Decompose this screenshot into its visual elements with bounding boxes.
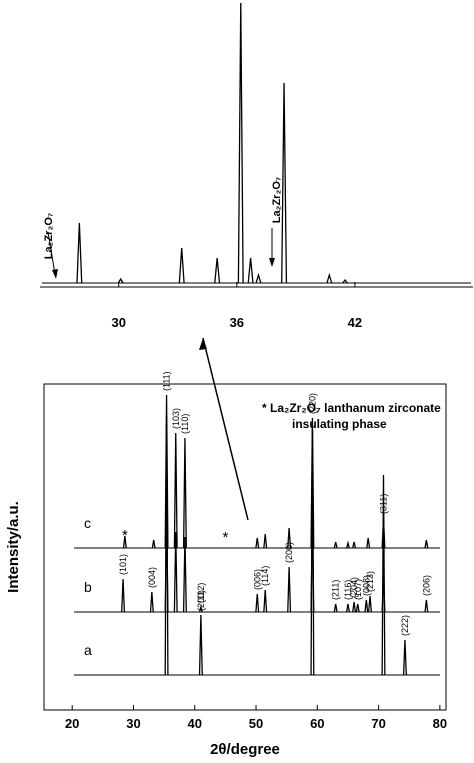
x-tick-label: 60: [310, 716, 324, 731]
annotation: *: [222, 529, 228, 546]
peak: [333, 541, 338, 549]
series-name: a: [84, 642, 92, 658]
peak-label: (211): [331, 580, 341, 600]
legend-text: insulating phase: [292, 417, 387, 431]
peak-label: (103): [171, 408, 181, 429]
peak: [342, 278, 348, 284]
peak: [381, 517, 386, 549]
peak: [310, 417, 315, 549]
arrow-head: [269, 258, 275, 267]
peak: [255, 537, 260, 549]
peak: [345, 603, 350, 613]
peak-label: (116): [343, 580, 353, 600]
peak: [355, 603, 360, 613]
x-tick-label: 80: [433, 716, 447, 731]
peak-label: (111): [162, 371, 172, 391]
x-tick-label: 36: [230, 315, 244, 330]
annotation: La₂Zr₂O₇: [43, 213, 55, 260]
peak: [287, 566, 292, 613]
peak: [352, 601, 357, 613]
x-tick-label: 40: [188, 716, 202, 731]
peak-label: (004): [147, 567, 157, 588]
peak: [255, 593, 260, 613]
peak-label: (200): [196, 590, 206, 611]
x-tick-label: 42: [348, 315, 362, 330]
peak-label: (107): [353, 579, 363, 600]
arrow-head: [52, 269, 58, 279]
peak: [364, 599, 369, 613]
legend-text: * La₂Zr₂O₇ lanthanum zirconate: [262, 401, 441, 415]
peak: [310, 511, 315, 613]
peak: [247, 257, 254, 284]
peak-label: (213): [365, 571, 375, 592]
peak: [402, 639, 407, 676]
peak: [424, 539, 429, 549]
peak: [173, 432, 178, 549]
peak: [281, 82, 288, 284]
annotation-arrow: [47, 231, 56, 275]
peak: [366, 537, 371, 549]
x-axis-label: 2θ/degree: [210, 741, 280, 758]
peak: [287, 527, 292, 549]
peak: [333, 603, 338, 613]
peak: [237, 2, 244, 284]
peak: [263, 589, 268, 613]
peak-label: (112): [196, 583, 206, 603]
peak: [198, 604, 203, 613]
peak-label: (008): [361, 575, 371, 596]
peak-label: (220): [307, 393, 317, 414]
x-tick-label: 20: [65, 716, 79, 731]
y-axis-label: Intensity/a.u.: [5, 501, 22, 593]
peak: [121, 578, 126, 613]
peak-label: (222): [400, 615, 410, 636]
peak: [76, 222, 83, 284]
peak: [214, 257, 221, 284]
series-name: c: [84, 515, 91, 531]
peak-label: (311): [378, 494, 388, 514]
peak: [122, 535, 127, 549]
peak: [164, 511, 169, 613]
x-tick-label: 70: [371, 716, 385, 731]
peak: [149, 591, 154, 613]
peak-label: (006): [252, 569, 262, 590]
peak: [164, 394, 169, 549]
peak: [381, 571, 386, 613]
peak: [151, 539, 156, 549]
peak-label: (204): [349, 577, 359, 598]
peak: [424, 599, 429, 613]
peak: [352, 541, 357, 549]
peak: [182, 536, 187, 613]
peak-label: (114): [260, 566, 270, 586]
peak-label: *: [122, 527, 128, 544]
peak-label: (206): [421, 575, 431, 596]
x-tick-label: 50: [249, 716, 263, 731]
peak: [326, 272, 333, 284]
plot-frame: [43, 383, 447, 711]
peak: [255, 272, 262, 284]
peak: [263, 533, 268, 549]
x-tick-label: 30: [126, 716, 140, 731]
pointer-arrow: [202, 337, 249, 521]
annotation: La₂Zr₂O₇: [271, 177, 283, 224]
peak: [178, 247, 185, 284]
arrow-head: [199, 338, 207, 350]
peak: [173, 531, 178, 613]
peak: [182, 437, 187, 549]
peak-label: (200): [284, 542, 294, 563]
peak-label: (101): [118, 554, 128, 575]
x-tick-label: 30: [111, 315, 125, 330]
peak: [368, 595, 373, 613]
peak: [117, 277, 124, 284]
peak: [345, 540, 350, 549]
series-name: b: [84, 579, 92, 595]
peak: [198, 614, 203, 676]
peak-label: (110): [180, 414, 190, 434]
